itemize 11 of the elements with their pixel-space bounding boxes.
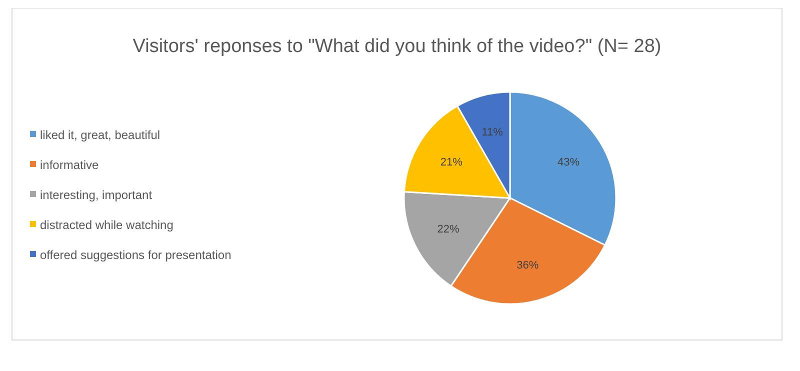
data-label: 36%	[516, 259, 539, 272]
legend-label: distracted while watching	[40, 218, 174, 232]
chart-title: Visitors' reponses to "What did you think of the video?" (N= 28)	[132, 36, 662, 57]
data-label: 11%	[482, 126, 504, 138]
data-label: 21%	[440, 156, 463, 169]
legend-label: liked it, great, beautiful	[40, 128, 160, 142]
legend-label: interesting, important	[40, 188, 153, 202]
legend-label: offered suggestions for presentation	[40, 248, 232, 262]
data-label: 43%	[558, 156, 580, 169]
legend-label: informative	[40, 158, 100, 172]
data-label: 22%	[437, 223, 460, 236]
